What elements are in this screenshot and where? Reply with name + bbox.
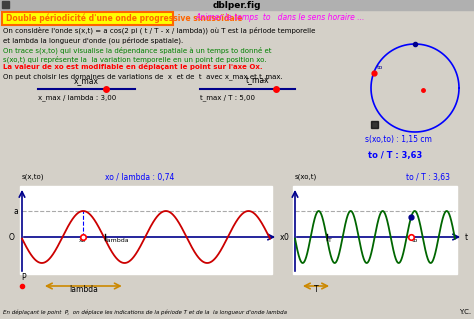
Bar: [20, 186, 272, 274]
Text: t_max / T : 5,00: t_max / T : 5,00: [200, 94, 255, 101]
Bar: [371, 121, 378, 128]
Text: x: x: [280, 233, 284, 241]
Text: Animer le temps  to   dans le sens horaire ...: Animer le temps to dans le sens horaire …: [195, 13, 365, 23]
Text: On considère l'onde s(x,t) = a cos(2 pi ( t / T - x / lambda)) où T est la pério: On considère l'onde s(x,t) = a cos(2 pi …: [3, 27, 315, 44]
Bar: [2, 1, 9, 8]
Text: s(x,to): s(x,to): [22, 174, 45, 180]
Text: x_max / lambda : 3,00: x_max / lambda : 3,00: [38, 94, 116, 101]
Text: La valeur de xo est modifiable en déplaçant le point sur l'axe Ox.: La valeur de xo est modifiable en déplaç…: [3, 63, 263, 70]
Text: On peut choisir les domaines de variations de  x  et de  t  avec x_max et t_max.: On peut choisir les domaines de variatio…: [3, 73, 283, 80]
Text: a: a: [13, 206, 18, 216]
Text: s(xo,to) : 1,15 cm: s(xo,to) : 1,15 cm: [365, 135, 432, 144]
Text: Double périodicité d'une onde progressive sinusoïdale: Double périodicité d'une onde progressiv…: [6, 13, 243, 23]
Text: lambda: lambda: [106, 238, 129, 243]
Text: to: to: [412, 238, 419, 243]
Text: xo / lambda : 0,74: xo / lambda : 0,74: [105, 173, 175, 182]
Bar: [0, 0, 474, 10]
Text: xo: xo: [79, 238, 86, 243]
Text: x_max: x_max: [74, 76, 99, 85]
Bar: [293, 186, 457, 274]
Text: s(xo,t): s(xo,t): [295, 174, 317, 180]
Text: On trace s(x,to) qui visualise la dépendance spatiale à un temps to donné et
s(x: On trace s(x,to) qui visualise la dépend…: [3, 46, 272, 63]
Text: En déplaçant le point  P,  on déplace les indications de la période T et de la  : En déplaçant le point P, on déplace les …: [3, 309, 287, 315]
Text: T: T: [328, 238, 332, 243]
Text: P: P: [21, 273, 26, 282]
Text: 0: 0: [283, 233, 288, 241]
Text: dblper.fig: dblper.fig: [213, 1, 261, 10]
Text: Y.C.: Y.C.: [459, 309, 471, 315]
Text: to / T : 3,63: to / T : 3,63: [368, 151, 422, 160]
Text: O: O: [9, 233, 15, 241]
FancyBboxPatch shape: [2, 11, 173, 25]
Text: lambda: lambda: [69, 285, 98, 294]
Text: T: T: [314, 285, 319, 294]
Text: t: t: [465, 233, 468, 241]
Text: t_max: t_max: [246, 76, 269, 85]
Text: to / T : 3,63: to / T : 3,63: [406, 173, 450, 182]
Text: to: to: [377, 65, 383, 70]
